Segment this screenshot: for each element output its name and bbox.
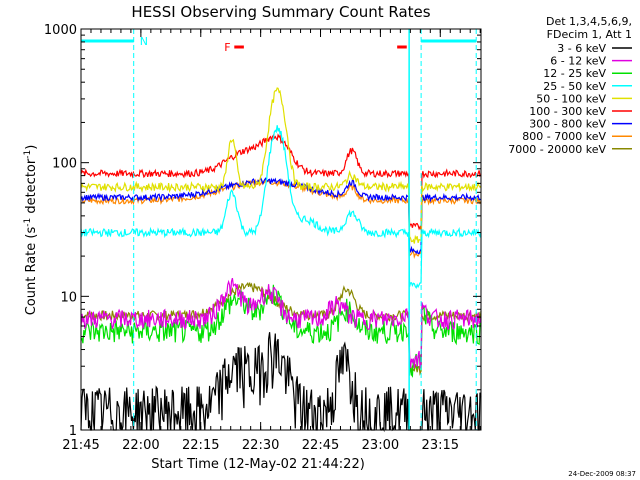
y-label-end: ) <box>24 145 39 150</box>
y-tick-label: 10 <box>60 290 77 305</box>
y-tick-label: 1000 <box>44 23 77 38</box>
legend-entry: 25 - 50 keV <box>543 80 606 93</box>
legend-entry: 6 - 12 keV <box>550 55 606 68</box>
y-label-sup2: -1 <box>23 150 33 159</box>
y-tick-label: 100 <box>52 157 77 172</box>
series-line <box>80 125 482 289</box>
legend-entry: 100 - 300 keV <box>529 105 606 118</box>
x-tick-label: 23:15 <box>422 438 459 453</box>
y-axis: 1 10 100 1000 <box>44 23 481 439</box>
x-tick-label: 23:00 <box>362 438 399 453</box>
series-lines <box>80 87 482 433</box>
x-axis: 21:45 22:00 22:15 22:30 22:45 23:00 23:15 <box>62 29 481 453</box>
series-line <box>80 277 482 370</box>
flare-label: F <box>224 41 230 54</box>
series-line <box>80 133 482 231</box>
legend-entry: 12 - 25 keV <box>543 67 606 80</box>
y-axis-label: Count Rate (s-1 detector-1) <box>23 145 39 316</box>
series-line <box>80 87 482 244</box>
legend-entry: 800 - 7000 keV <box>522 130 606 143</box>
y-tick-label: 1 <box>69 424 77 439</box>
legend-entry: 3 - 6 keV <box>557 42 606 55</box>
y-label-sup1: -1 <box>23 218 33 227</box>
legend-entry: 50 - 100 keV <box>536 92 606 105</box>
y-label-main: Count Rate (s <box>24 227 39 316</box>
chart-title: HESSI Observing Summary Count Rates <box>131 3 430 21</box>
x-tick-label: 22:00 <box>122 438 159 453</box>
series-line <box>80 177 482 255</box>
legend-header-line-2: FDecim 1, Att 1 <box>547 28 632 41</box>
legend-entry: 7000 - 20000 keV <box>508 143 606 156</box>
legend: Det 1,3,4,5,6,9, FDecim 1, Att 1 3 - 6 k… <box>508 15 632 156</box>
night-label: N <box>140 35 148 48</box>
legend-entry: 300 - 800 keV <box>529 118 606 131</box>
y-label-mid: detector <box>24 158 39 218</box>
x-tick-label: 22:15 <box>182 438 219 453</box>
x-axis-label: Start Time (12-May-02 21:44:22) <box>151 457 365 472</box>
legend-header-line-1: Det 1,3,4,5,6,9, <box>546 15 632 28</box>
x-tick-label: 22:30 <box>242 438 279 453</box>
x-tick-label: 21:45 <box>62 438 99 453</box>
x-tick-label: 22:45 <box>302 438 339 453</box>
footer-date: 24-Dec-2009 08:37 <box>568 470 636 478</box>
